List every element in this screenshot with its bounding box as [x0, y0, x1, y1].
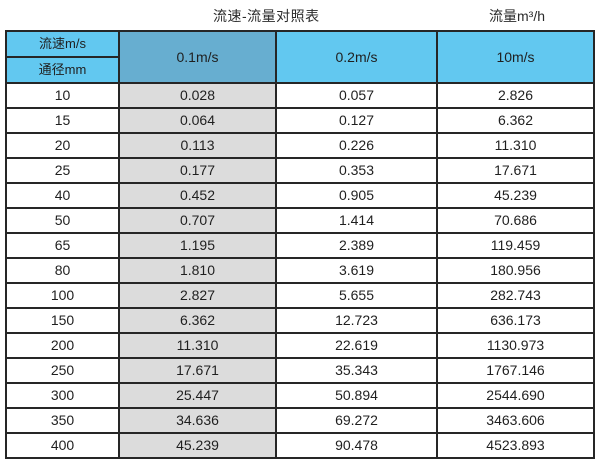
- table-row: 40 0.452 0.905 45.239: [5, 182, 595, 209]
- corner-cell-diameter-label: 通径mm: [5, 56, 120, 84]
- diameter-cell: 200: [5, 332, 120, 359]
- flow-value-cell: 11.310: [436, 132, 595, 159]
- flow-value-cell: 12.723: [275, 307, 438, 334]
- diameter-cell: 65: [5, 232, 120, 259]
- table-row: 200 11.310 22.619 1130.973: [5, 332, 595, 359]
- flow-value-cell: 6.362: [436, 107, 595, 134]
- flow-value-cell: 4523.893: [436, 432, 595, 459]
- table-header: 流速m/s 0.1m/s 0.2m/s 10m/s 通径mm: [5, 30, 595, 84]
- diameter-cell: 300: [5, 382, 120, 409]
- flow-value-cell: 25.447: [118, 382, 277, 409]
- flow-value-cell: 119.459: [436, 232, 595, 259]
- flow-value-cell: 0.707: [118, 207, 277, 234]
- flow-value-cell: 0.452: [118, 182, 277, 209]
- velocity-column-header-0-1: 0.1m/s: [118, 30, 277, 84]
- table-row: 400 45.239 90.478 4523.893: [5, 432, 595, 459]
- diameter-cell: 25: [5, 157, 120, 184]
- flow-value-cell: 11.310: [118, 332, 277, 359]
- velocity-column-header-0-2: 0.2m/s: [275, 30, 438, 84]
- diameter-cell: 50: [5, 207, 120, 234]
- flow-value-cell: 0.057: [275, 82, 438, 109]
- diameter-cell: 80: [5, 257, 120, 284]
- table-row: 250 17.671 35.343 1767.146: [5, 357, 595, 384]
- table-row: 50 0.707 1.414 70.686: [5, 207, 595, 234]
- table-row: 80 1.810 3.619 180.956: [5, 257, 595, 284]
- flow-value-cell: 50.894: [275, 382, 438, 409]
- diameter-cell: 150: [5, 307, 120, 334]
- flow-value-cell: 3463.606: [436, 407, 595, 434]
- flow-value-cell: 1.810: [118, 257, 277, 284]
- header-row-diameter: 通径mm: [5, 56, 594, 84]
- flow-value-cell: 2.389: [275, 232, 438, 259]
- flow-value-cell: 6.362: [118, 307, 277, 334]
- flow-unit-label: 流量m³/h: [489, 8, 545, 24]
- flow-value-cell: 2.826: [436, 82, 595, 109]
- flow-value-cell: 35.343: [275, 357, 438, 384]
- flow-value-cell: 0.028: [118, 82, 277, 109]
- flow-value-cell: 282.743: [436, 282, 595, 309]
- diameter-cell: 15: [5, 107, 120, 134]
- flow-value-cell: 34.636: [118, 407, 277, 434]
- table-row: 15 0.064 0.127 6.362: [5, 107, 595, 134]
- header-row-velocity: 流速m/s 0.1m/s 0.2m/s 10m/s: [5, 30, 595, 84]
- diameter-cell: 350: [5, 407, 120, 434]
- flow-value-cell: 5.655: [275, 282, 438, 309]
- diameter-cell: 10: [5, 82, 120, 109]
- diameter-cell: 20: [5, 132, 120, 159]
- table-row: 25 0.177 0.353 17.671: [5, 157, 595, 184]
- flow-value-cell: 0.064: [118, 107, 277, 134]
- flow-value-cell: 70.686: [436, 207, 595, 234]
- flow-value-cell: 22.619: [275, 332, 438, 359]
- flow-value-cell: 0.353: [275, 157, 438, 184]
- flow-value-cell: 1.414: [275, 207, 438, 234]
- table-row: 10 0.028 0.057 2.826: [5, 82, 595, 109]
- flow-value-cell: 3.619: [275, 257, 438, 284]
- flow-value-cell: 1130.973: [436, 332, 595, 359]
- diameter-cell: 40: [5, 182, 120, 209]
- flow-comparison-table: 流速m/s 0.1m/s 0.2m/s 10m/s 通径mm 10 0.028 0.…: [5, 30, 595, 459]
- page-title: 流速-流量对照表: [213, 8, 320, 24]
- title-bar: 流速-流量对照表 流量m³/h: [0, 0, 600, 30]
- velocity-column-header-10: 10m/s: [436, 30, 595, 84]
- flow-value-cell: 0.226: [275, 132, 438, 159]
- table-row: 350 34.636 69.272 3463.606: [5, 407, 595, 434]
- flow-value-cell: 45.239: [436, 182, 595, 209]
- flow-value-cell: 180.956: [436, 257, 595, 284]
- flow-value-cell: 2.827: [118, 282, 277, 309]
- table-row: 20 0.113 0.226 11.310: [5, 132, 595, 159]
- table-row: 150 6.362 12.723 636.173: [5, 307, 595, 334]
- flow-value-cell: 636.173: [436, 307, 595, 334]
- flow-value-cell: 69.272: [275, 407, 438, 434]
- flow-value-cell: 1.195: [118, 232, 277, 259]
- table-row: 300 25.447 50.894 2544.690: [5, 382, 595, 409]
- flow-value-cell: 90.478: [275, 432, 438, 459]
- flow-value-cell: 17.671: [118, 357, 277, 384]
- flow-value-cell: 45.239: [118, 432, 277, 459]
- flow-value-cell: 2544.690: [436, 382, 595, 409]
- table-row: 65 1.195 2.389 119.459: [5, 232, 595, 259]
- flow-value-cell: 1767.146: [436, 357, 595, 384]
- corner-cell-velocity-label: 流速m/s: [5, 30, 120, 58]
- table-row: 100 2.827 5.655 282.743: [5, 282, 595, 309]
- table-body: 10 0.028 0.057 2.826 15 0.064 0.127 6.362 20 0.11…: [5, 82, 595, 459]
- flow-value-cell: 0.905: [275, 182, 438, 209]
- flow-value-cell: 0.177: [118, 157, 277, 184]
- diameter-cell: 400: [5, 432, 120, 459]
- flow-value-cell: 17.671: [436, 157, 595, 184]
- diameter-cell: 250: [5, 357, 120, 384]
- diameter-cell: 100: [5, 282, 120, 309]
- flow-value-cell: 0.127: [275, 107, 438, 134]
- flow-value-cell: 0.113: [118, 132, 277, 159]
